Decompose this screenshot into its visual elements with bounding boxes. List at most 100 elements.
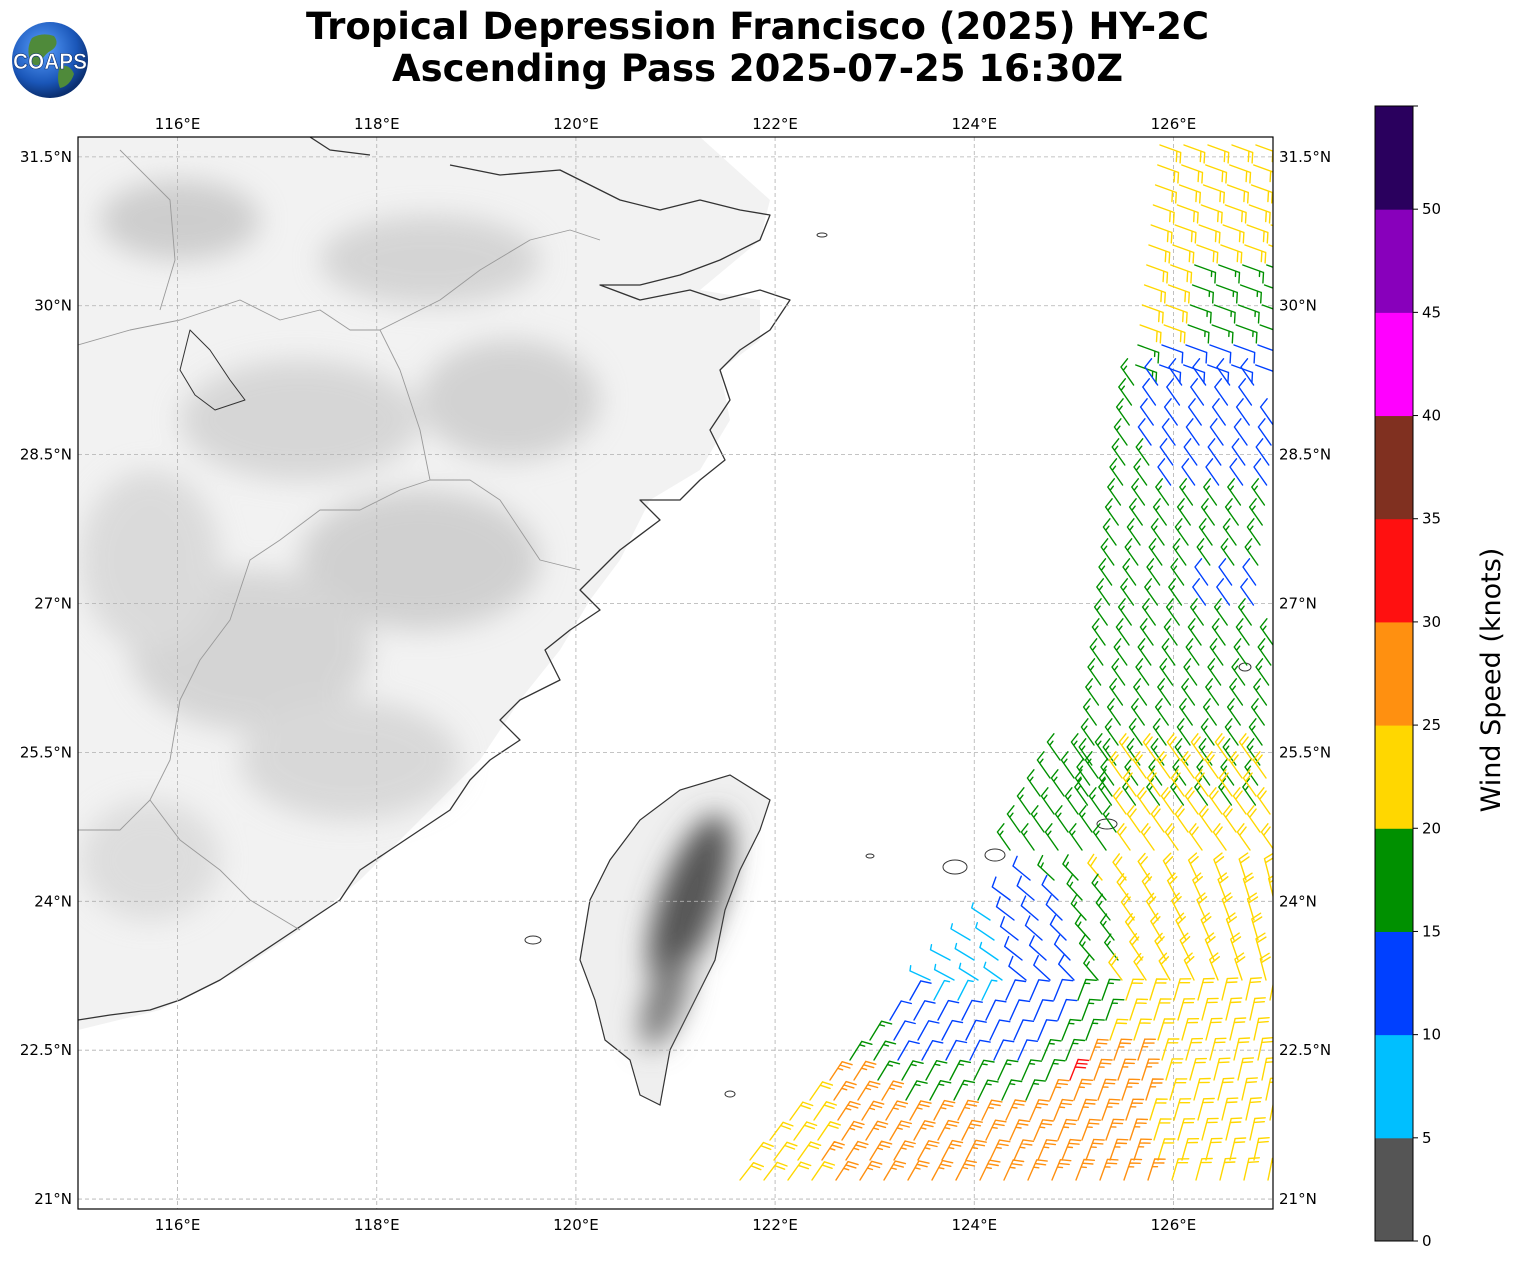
wind-barb [1238,733,1253,761]
wind-barb [1088,787,1103,815]
wind-barb [909,965,931,981]
wind-barb [1112,853,1127,881]
wind-barb [1053,978,1074,1001]
wind-barb [1085,678,1100,706]
wind-barb [1137,638,1152,666]
wind-barb [813,1101,837,1121]
wind-barb [1143,284,1166,304]
wind-barb [1183,438,1198,466]
wind-barb [1167,284,1190,304]
coastlines [78,137,791,1021]
wind-barb [1118,378,1133,406]
wind-barb [1212,823,1227,851]
wind-barb [1260,823,1273,850]
wind-barb [1077,978,1097,1001]
colorbar-tick-label: 50 [1422,200,1441,218]
wind-barb [991,876,1011,901]
lat-tick-right: 27°N [1279,595,1317,613]
wind-barb [1192,578,1207,606]
wind-barb [961,999,983,1021]
wind-barb [1046,733,1061,761]
wind-barb [1150,912,1163,941]
lon-tick-bottom: 118°E [354,1216,400,1234]
wind-barb [1163,324,1186,344]
wind-barb [1153,998,1172,1021]
wind-barb [979,941,999,961]
wind-barb [893,1020,916,1041]
wind-barb [1053,934,1071,961]
wind-barb [1139,398,1154,426]
wind-barb [841,1120,865,1141]
wind-barb [1008,955,1027,981]
wind-barb [889,1120,912,1141]
wind-barb [1093,598,1108,626]
wind-barb [1100,758,1115,786]
wind-barb [885,1100,909,1121]
province-borders [78,149,601,931]
colorbar-segment [1375,209,1413,313]
wind-barb [1224,498,1239,526]
wind-barb [1102,518,1117,546]
wind-barb [1069,1058,1090,1081]
wind-barb [1255,658,1270,686]
wind-barb [1193,1077,1211,1101]
wind-barb [1233,1037,1251,1061]
wind-barb [1192,358,1207,386]
colorbar: 0 5 10 15 20 25 30 35 40 45 50 [1374,105,1441,1250]
wind-barb [1094,733,1109,761]
colorbar-tick-label: 30 [1422,613,1441,631]
wind-barb [1165,1058,1184,1081]
wind-barb [1207,144,1230,164]
wind-barb [1234,952,1246,981]
wind-barb [1155,478,1170,506]
wind-barb [763,1161,788,1181]
wind-barb [1077,1098,1097,1121]
wind-barb [1194,558,1209,586]
wind-barb [1147,1158,1166,1181]
wind-barb [1082,698,1097,726]
wind-barb [1231,658,1246,686]
lat-tick-left: 27°N [34,595,72,613]
wind-barb [1148,538,1163,566]
wind-barb [893,1140,916,1161]
wind-barb [1253,1017,1270,1041]
wind-barb [961,1119,983,1141]
wind-barb [1146,769,1161,797]
wind-barb [1101,978,1121,1001]
wind-barb [1016,875,1035,901]
wind-barb [1073,1078,1094,1101]
wind-barb [1109,458,1124,486]
wind-barb [1237,304,1260,324]
wind-barb [1152,718,1167,746]
wind-barb [1174,738,1189,766]
wind-barb [1242,264,1265,284]
lat-tick-right: 30°N [1279,297,1317,315]
wind-barb [1085,1138,1105,1161]
wind-barb [1185,1037,1204,1061]
wind-barb [1240,578,1255,606]
wind-barb [1202,184,1225,204]
wind-barb [1196,538,1211,566]
lon-tick-top: 120°E [553,115,599,133]
wind-barb [837,1100,861,1121]
wind-barb [1131,478,1146,506]
wind-barb [1170,558,1185,586]
wind-barb [1172,758,1187,786]
wind-barb [1181,458,1196,486]
lon-tick-top: 116°E [155,115,201,133]
wind-barb [1013,1139,1035,1161]
wind-barb [869,1140,893,1161]
wind-barb [1109,1018,1129,1041]
wind-barb [1249,997,1266,1021]
coaps-logo: COAPS [12,22,88,98]
wind-barb [1122,558,1137,586]
wind-barb [1078,933,1095,961]
wind-barb [1146,264,1169,284]
wind-barb [1229,1137,1247,1161]
colorbar-segment [1375,1034,1413,1139]
wind-barb [833,1080,857,1101]
wind-barb [821,1141,845,1161]
wind-barb [913,1120,936,1141]
wind-barb [1161,344,1184,364]
lat-tick-left: 25.5°N [20,743,72,761]
